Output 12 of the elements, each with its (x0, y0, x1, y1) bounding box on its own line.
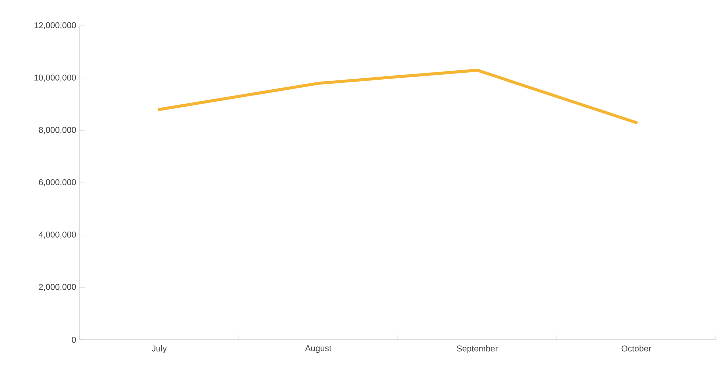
x-tick-label: October (622, 346, 652, 352)
y-tick-label: 0 (72, 337, 76, 343)
y-tick-label: 10,000,000 (34, 74, 76, 82)
y-tick-label: 4,000,000 (38, 232, 76, 239)
x-tick-label: September (457, 346, 498, 354)
line-series (158, 68, 638, 124)
y-tick-label: 12,000,000 (34, 22, 76, 30)
y-tick-label: 8,000,000 (39, 127, 76, 134)
x-tick-label: August (305, 346, 332, 354)
x-tick-label: July (152, 346, 168, 354)
y-tick-label: 2,000,000 (39, 284, 76, 292)
y-tick-label: 6,000,000 (39, 180, 76, 186)
